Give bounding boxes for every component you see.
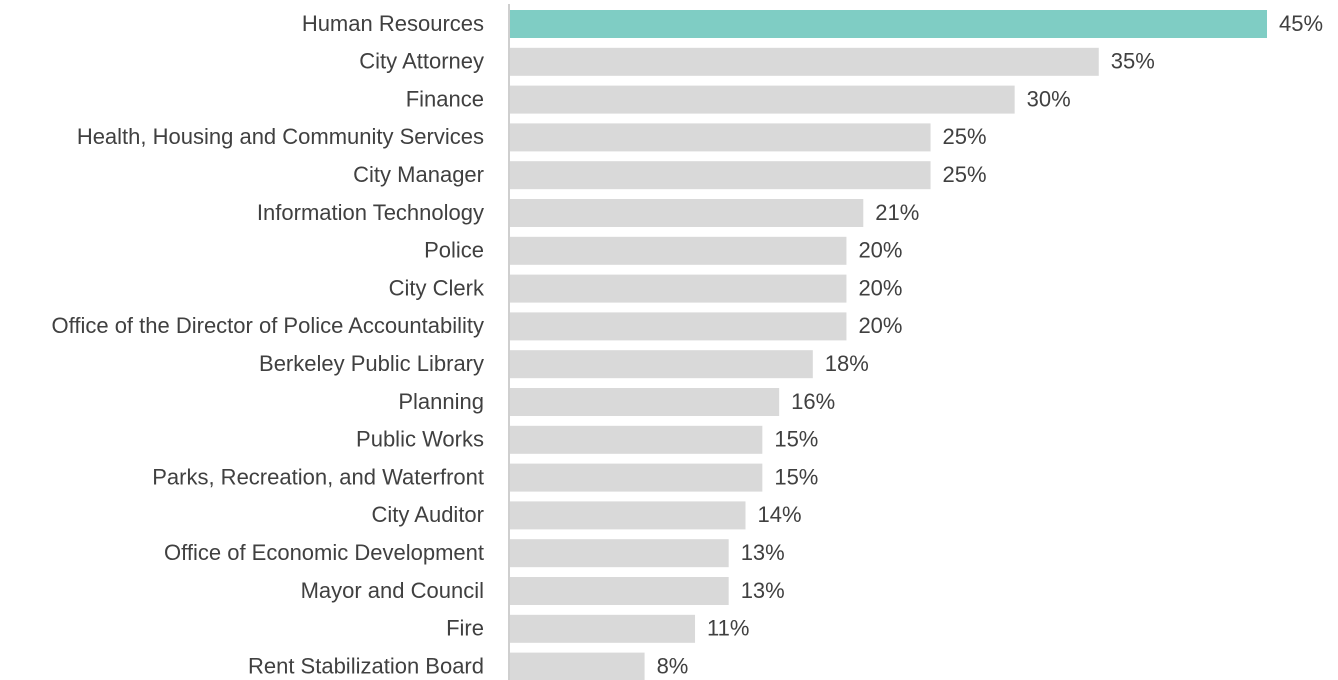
category-label: Human Resources [302,11,484,36]
value-label: 8% [657,653,689,678]
bar [510,123,931,152]
category-label: Rent Stabilization Board [248,653,484,678]
value-label: 14% [758,502,802,527]
value-label: 21% [875,200,919,225]
value-label: 15% [774,427,818,452]
category-label: Finance [406,86,484,111]
value-label: 25% [943,124,987,149]
category-label: Health, Housing and Community Services [77,124,484,149]
category-label: City Clerk [389,275,485,300]
bar [510,501,746,530]
value-label: 15% [774,464,818,489]
value-label: 13% [741,540,785,565]
bar [510,161,931,190]
category-label: Mayor and Council [301,578,484,603]
bar [510,388,780,416]
bar [510,274,847,303]
bar [510,312,847,341]
category-label: Parks, Recreation, and Waterfront [152,464,484,489]
bar [510,199,864,227]
bar [510,463,763,492]
category-label: Information Technology [257,200,484,225]
value-label: 20% [858,313,902,338]
category-label: Berkeley Public Library [259,351,484,376]
value-label: 16% [791,389,835,414]
bar [510,425,763,454]
value-label: 11% [707,616,749,641]
category-label: City Manager [353,162,484,187]
category-label: Fire [446,616,484,641]
value-label: 13% [741,578,785,603]
value-label: 45% [1279,11,1323,36]
value-label: 20% [858,238,902,263]
category-label: Office of Economic Development [164,540,484,565]
value-label: 18% [825,351,869,376]
category-label: Police [424,238,484,263]
category-label: City Attorney [359,49,484,74]
value-label: 35% [1111,49,1155,74]
bar [510,652,645,680]
value-label: 20% [858,275,902,300]
bar [510,614,696,643]
category-label: Office of the Director of Police Account… [52,313,484,338]
bar [510,85,1015,114]
value-label: 30% [1027,86,1071,111]
bar [510,577,729,605]
bar [510,539,729,568]
category-label: Public Works [356,427,484,452]
bar [510,47,1099,76]
bar [510,236,847,265]
category-label: Planning [398,389,484,414]
bar [510,10,1267,38]
category-label: City Auditor [372,502,485,527]
bar [510,350,813,379]
value-label: 25% [943,162,987,187]
